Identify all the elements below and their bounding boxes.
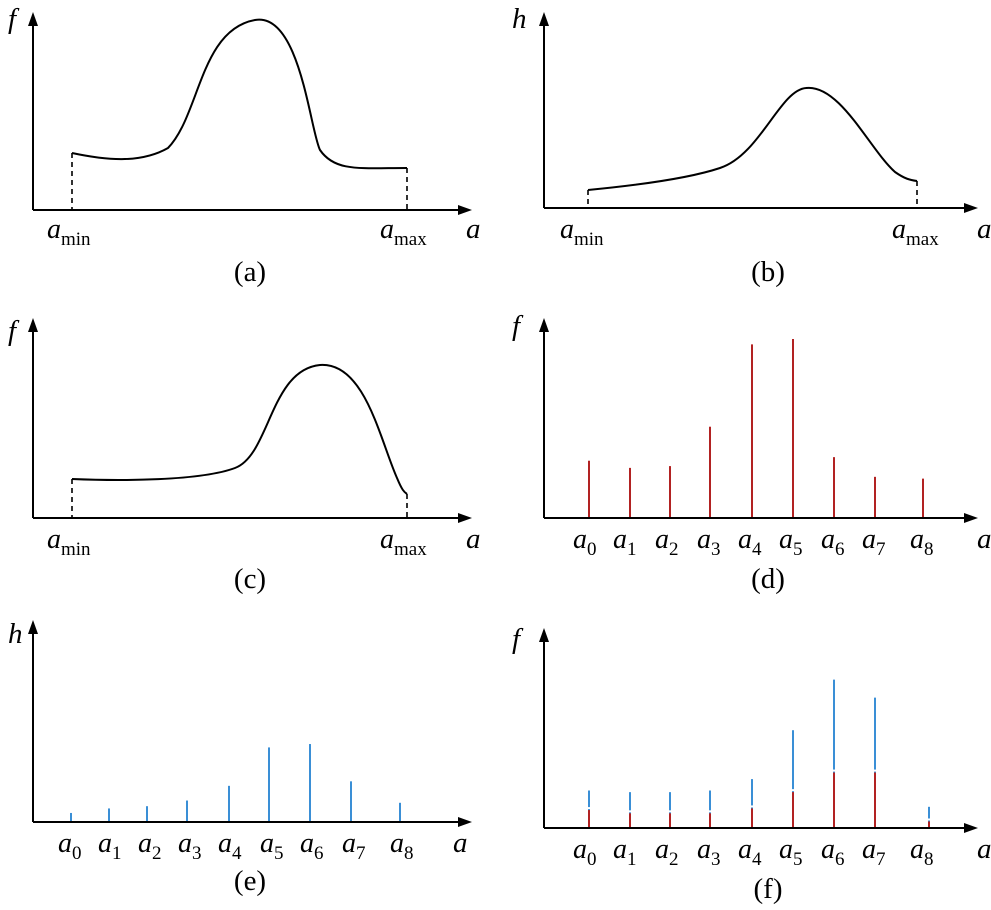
tick-label-b-min: amin xyxy=(560,214,604,250)
tick-label-d-7: a7 xyxy=(862,524,886,560)
tick-label-d-2: a2 xyxy=(655,524,679,560)
tick-label-d-5: a5 xyxy=(779,524,803,560)
caption-d: (d) xyxy=(751,563,785,595)
tick-label-f-7: a7 xyxy=(862,834,886,870)
tick-label-f-4: a4 xyxy=(738,834,762,870)
tick-label-b-max: amax xyxy=(892,214,939,250)
tick-label-c-max: amax xyxy=(380,524,427,560)
tick-label-f-6: a6 xyxy=(821,834,845,870)
tick-label-d-3: a3 xyxy=(697,524,721,560)
x-axis-label-b: a xyxy=(977,213,991,245)
caption-f: (f) xyxy=(754,873,783,905)
caption-c: (c) xyxy=(234,563,266,595)
y-axis-arrow-e xyxy=(28,620,38,634)
tick-label-e-4: a4 xyxy=(218,828,242,864)
tick-label-f-8: a8 xyxy=(910,834,934,870)
tick-label-f-0: a0 xyxy=(573,834,597,870)
x-axis-arrow-c xyxy=(458,513,472,523)
tick-label-f-2: a2 xyxy=(655,834,679,870)
y-axis-label-b: h xyxy=(512,3,527,35)
panel-e: h a a0 a1 a2 a3 a4 a5 a6 a7 a8 (e) xyxy=(8,618,472,897)
tick-label-f-3: a3 xyxy=(697,834,721,870)
y-axis-arrow-b xyxy=(539,12,549,26)
tick-label-d-8: a8 xyxy=(910,524,934,560)
caption-a: (a) xyxy=(234,256,266,288)
panel-b: h a amin amax (b) xyxy=(512,3,991,288)
x-axis-arrow-f xyxy=(964,823,978,833)
density-curve-b xyxy=(587,86,918,191)
tick-label-c-min: amin xyxy=(47,524,91,560)
x-axis-arrow-d xyxy=(964,513,978,523)
density-curve-c xyxy=(71,363,408,495)
density-curve-a xyxy=(71,18,408,170)
y-axis-label-e: h xyxy=(8,618,23,650)
x-axis-label-a: a xyxy=(466,213,481,245)
x-axis-label-f: a xyxy=(977,833,991,865)
y-axis-label-a: f xyxy=(8,3,20,35)
caption-b: (b) xyxy=(751,256,785,288)
tick-label-e-5: a5 xyxy=(260,828,284,864)
panel-a: f a amin amax (a) xyxy=(8,3,481,288)
panel-f: f a a0 a1 a2 a3 a4 a5 a6 a7 a8 (f) xyxy=(512,623,991,905)
tick-label-e-1: a1 xyxy=(98,828,122,864)
panel-d: f a a0 a1 a2 a3 a4 a5 a6 a7 a8 (d) xyxy=(512,310,991,595)
y-axis-arrow-d xyxy=(539,318,549,332)
tick-label-e-0: a0 xyxy=(58,828,82,864)
tick-label-e-2: a2 xyxy=(138,828,162,864)
y-axis-arrow-a xyxy=(28,12,38,26)
y-axis-arrow-f xyxy=(539,628,549,642)
x-axis-arrow-b xyxy=(964,203,978,213)
tick-label-a-min: amin xyxy=(47,214,91,250)
x-axis-arrow-e xyxy=(458,817,472,827)
y-axis-label-d: f xyxy=(512,310,524,342)
y-axis-label-c: f xyxy=(8,315,20,347)
panel-c: f a amin amax (c) xyxy=(8,315,481,595)
tick-label-e-3: a3 xyxy=(178,828,202,864)
caption-e: (e) xyxy=(234,865,266,897)
x-axis-label-e: a xyxy=(453,827,468,859)
y-axis-label-f: f xyxy=(512,623,524,655)
tick-label-e-8: a8 xyxy=(390,828,414,864)
tick-label-e-6: a6 xyxy=(300,828,324,864)
tick-label-d-6: a6 xyxy=(821,524,845,560)
x-axis-label-c: a xyxy=(466,523,481,555)
tick-label-d-0: a0 xyxy=(573,524,597,560)
tick-label-a-max: amax xyxy=(380,214,427,250)
x-axis-arrow-a xyxy=(458,205,472,215)
x-axis-label-d: a xyxy=(977,523,991,555)
tick-label-d-4: a4 xyxy=(738,524,762,560)
tick-label-d-1: a1 xyxy=(613,524,637,560)
tick-label-f-5: a5 xyxy=(779,834,803,870)
tick-label-f-1: a1 xyxy=(613,834,637,870)
y-axis-arrow-c xyxy=(28,318,38,332)
tick-label-e-7: a7 xyxy=(342,828,366,864)
